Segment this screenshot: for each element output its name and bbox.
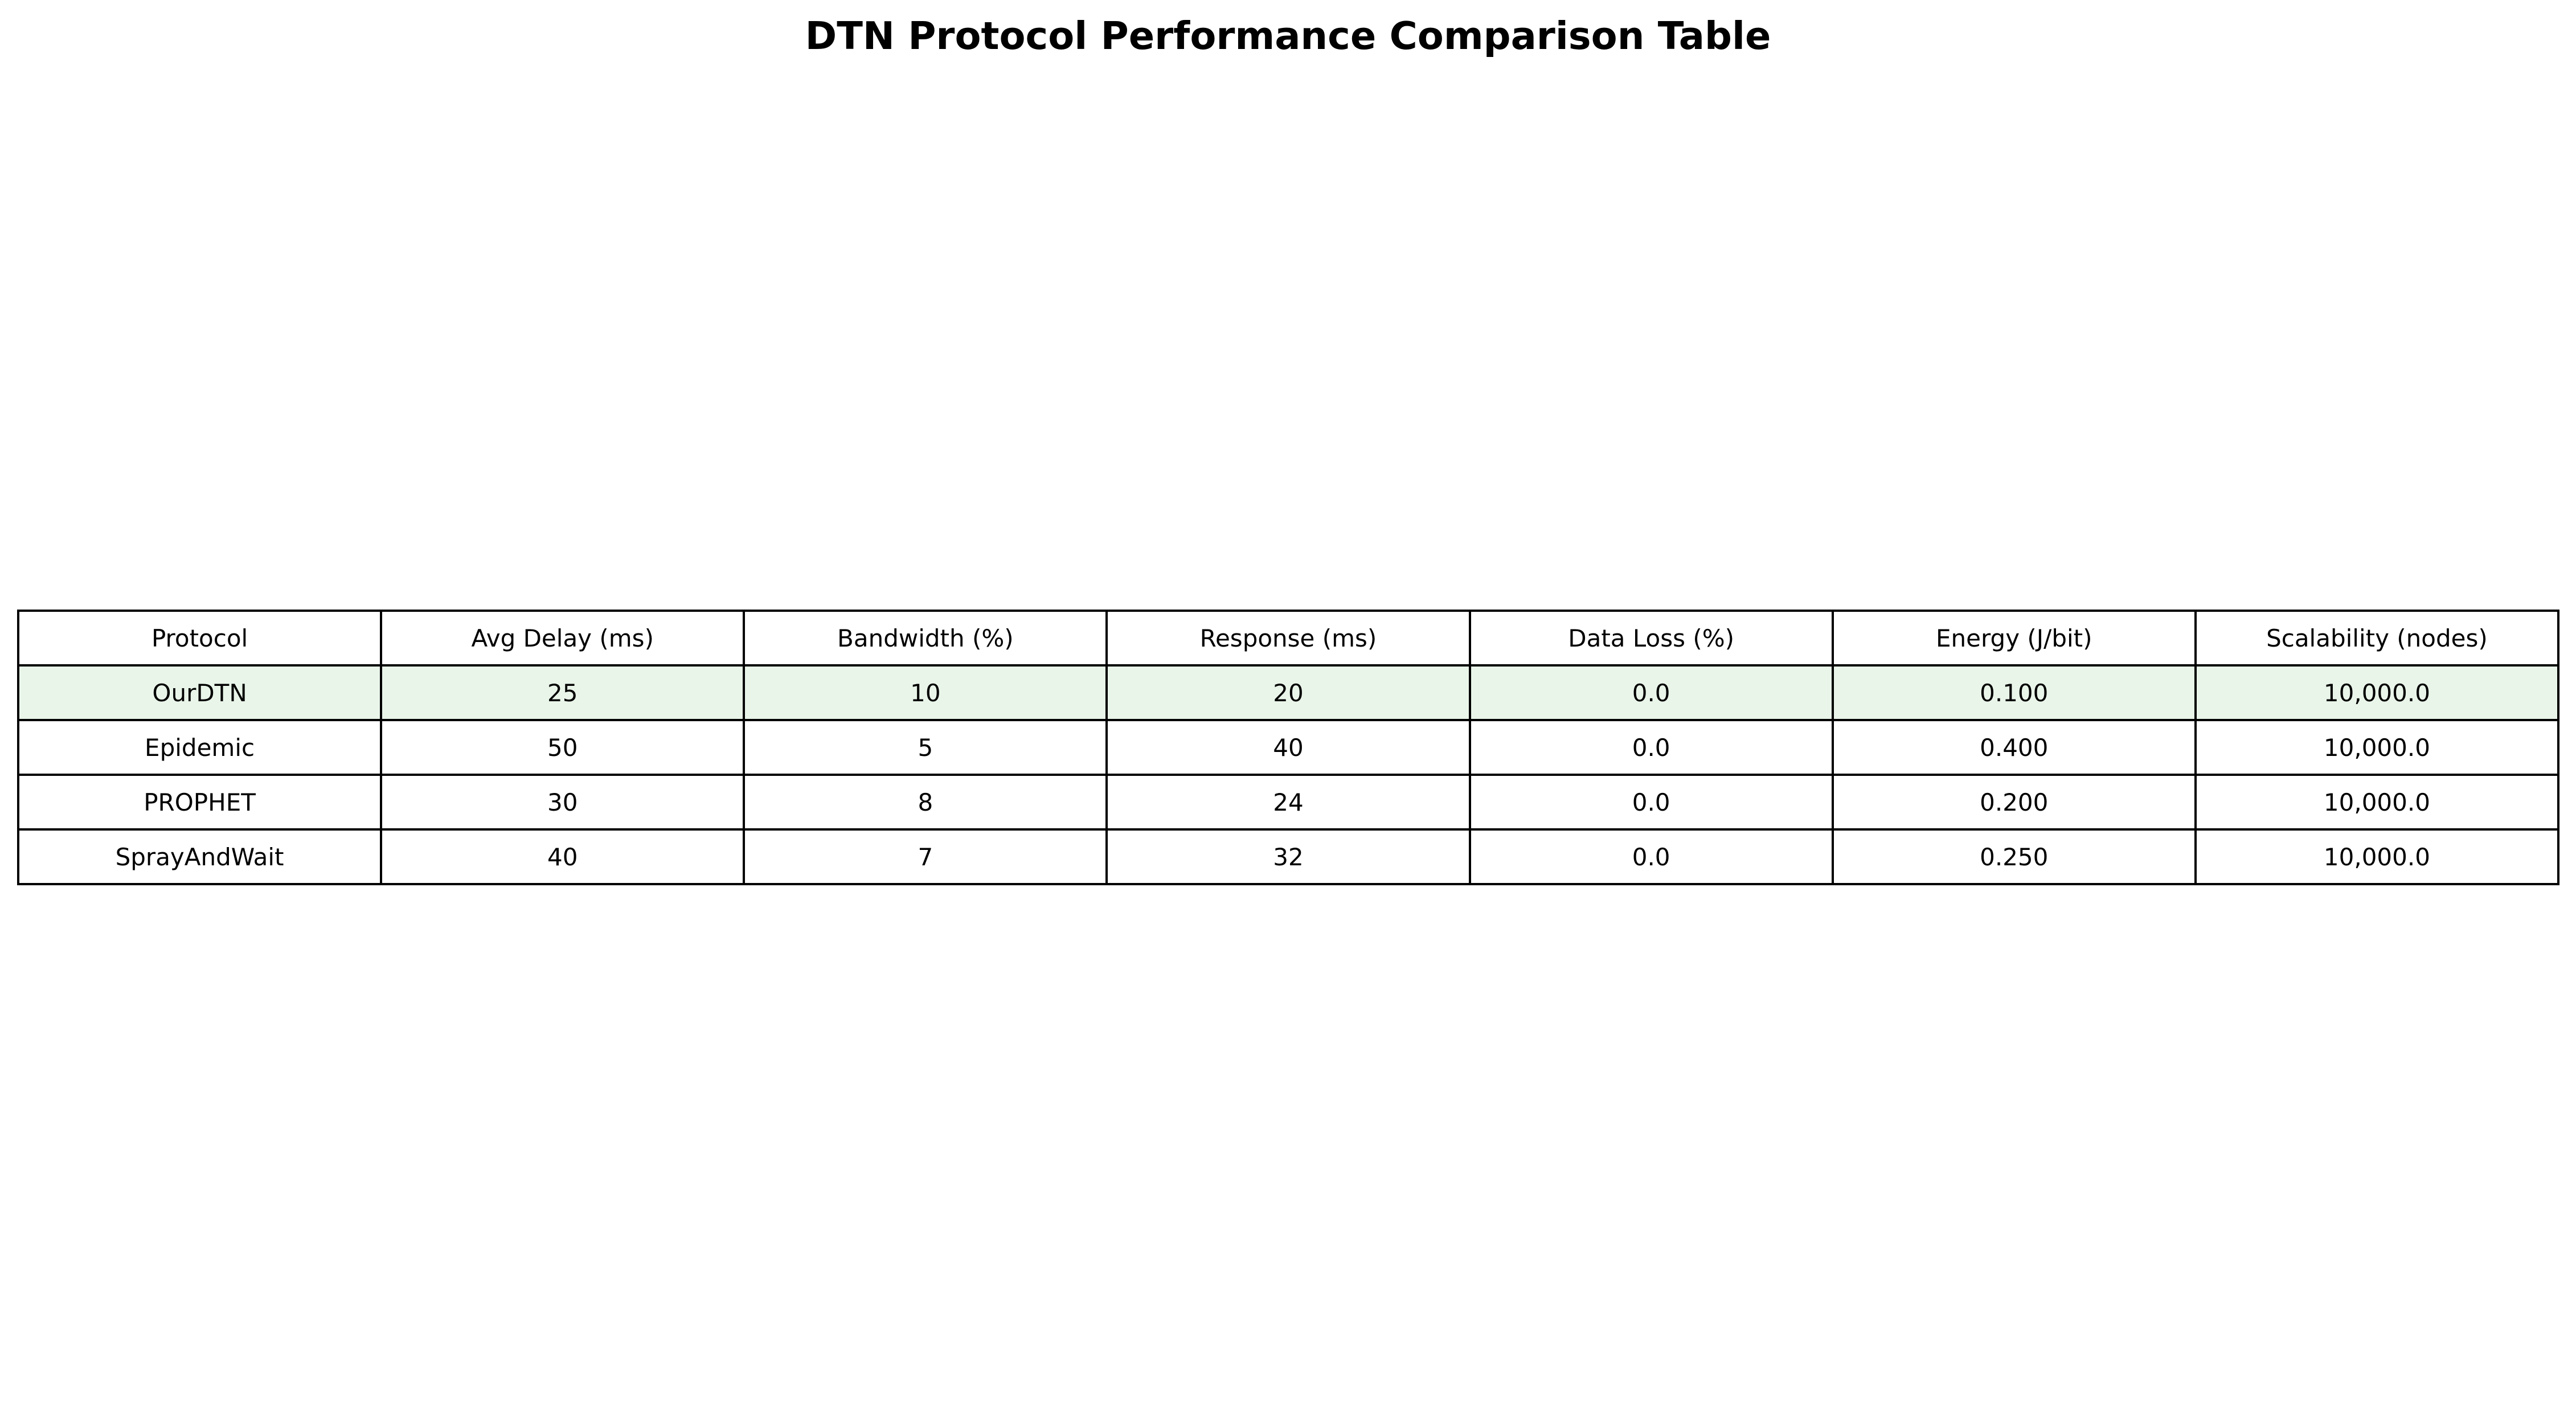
table-cell: 20 — [1105, 664, 1471, 721]
table-cell: 0.400 — [1831, 719, 2197, 776]
table-cell: Epidemic — [17, 719, 383, 776]
table-cell: 5 — [743, 719, 1108, 776]
table-cell: 0.0 — [1468, 828, 1834, 885]
header-cell: Bandwidth (%) — [743, 610, 1108, 667]
table-row-epidemic: Epidemic 50 5 40 0.0 0.400 10,000.0 — [17, 719, 2560, 776]
table-cell: SprayAndWait — [17, 828, 383, 885]
header-cell: Response (ms) — [1105, 610, 1471, 667]
table-cell: 32 — [1105, 828, 1471, 885]
table-cell: 0.0 — [1468, 664, 1834, 721]
table-cell: 10 — [743, 664, 1108, 721]
table-cell: 24 — [1105, 774, 1471, 831]
table-cell: 0.250 — [1831, 828, 2197, 885]
table-row-prophet: PROPHET 30 8 24 0.0 0.200 10,000.0 — [17, 774, 2560, 831]
table-cell: 0.0 — [1468, 774, 1834, 831]
table-cell: 10,000.0 — [2194, 774, 2560, 831]
table-cell: 10,000.0 — [2194, 719, 2560, 776]
header-cell: Data Loss (%) — [1468, 610, 1834, 667]
table-cell: 0.100 — [1831, 664, 2197, 721]
table-cell: 7 — [743, 828, 1108, 885]
table-cell: 10,000.0 — [2194, 664, 2560, 721]
table-header-row: Protocol Avg Delay (ms) Bandwidth (%) Re… — [17, 610, 2560, 667]
table-cell: 10,000.0 — [2194, 828, 2560, 885]
table-cell: 40 — [1105, 719, 1471, 776]
table-cell: 50 — [380, 719, 746, 776]
table-container: Protocol Avg Delay (ms) Bandwidth (%) Re… — [17, 610, 2560, 885]
table-cell: 40 — [380, 828, 746, 885]
table-cell: 0.0 — [1468, 719, 1834, 776]
header-cell: Scalability (nodes) — [2194, 610, 2560, 667]
chart-title: DTN Protocol Performance Comparison Tabl… — [805, 14, 1771, 58]
table-row-ourdtn: OurDTN 25 10 20 0.0 0.100 10,000.0 — [17, 664, 2560, 721]
table-cell: 8 — [743, 774, 1108, 831]
performance-table: Protocol Avg Delay (ms) Bandwidth (%) Re… — [17, 610, 2560, 885]
table-row-sprayandwait: SprayAndWait 40 7 32 0.0 0.250 10,000.0 — [17, 828, 2560, 885]
header-cell: Protocol — [17, 610, 383, 667]
header-cell: Energy (J/bit) — [1831, 610, 2197, 667]
header-cell: Avg Delay (ms) — [380, 610, 746, 667]
table-cell: OurDTN — [17, 664, 383, 721]
table-cell: 25 — [380, 664, 746, 721]
table-cell: 0.200 — [1831, 774, 2197, 831]
table-cell: 30 — [380, 774, 746, 831]
table-cell: PROPHET — [17, 774, 383, 831]
